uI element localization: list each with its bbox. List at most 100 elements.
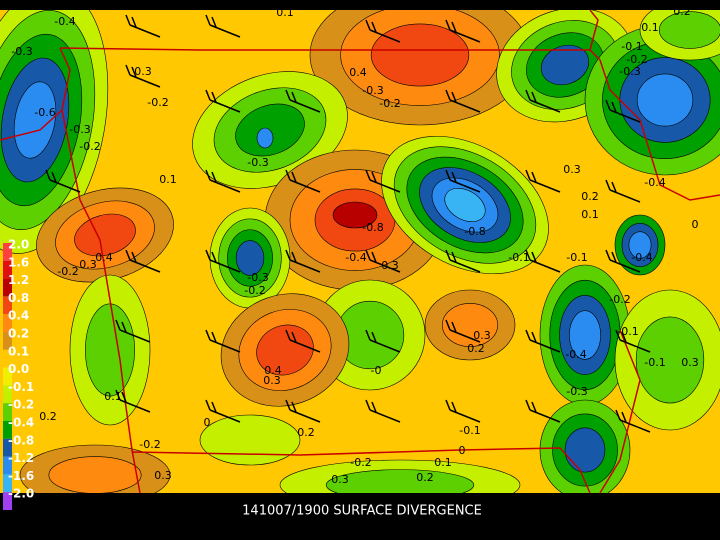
- wind-barb: [285, 89, 321, 113]
- wind-barb: [45, 169, 81, 193]
- contour-region: [199, 414, 301, 466]
- contour-label: 0.3: [681, 356, 699, 369]
- contour-region: [256, 127, 274, 149]
- contour-label: -0.2: [379, 97, 400, 110]
- colorbar-swatch: [3, 438, 12, 457]
- contour-label: -0.8: [464, 225, 485, 238]
- contour-label: 0.2: [39, 410, 57, 423]
- overlay: [0, 10, 720, 493]
- wind-barb: [605, 249, 641, 273]
- contour-region: [370, 23, 470, 87]
- contour-region: [235, 240, 265, 276]
- contour-label: 0.2: [673, 5, 691, 18]
- wind-barb: [525, 169, 561, 193]
- contour-label: 0.4: [349, 66, 367, 79]
- contour-label: 0.1: [159, 173, 177, 186]
- contour-label: -0: [371, 364, 382, 377]
- contour-label: 0.1: [641, 21, 659, 34]
- contour-label: 0.3: [79, 258, 97, 271]
- contour-label: 0.1: [104, 390, 122, 403]
- colorbar-label: 2.0: [8, 238, 29, 252]
- contour-region: [85, 303, 135, 397]
- wind-barb: [285, 399, 321, 423]
- contour-label: -0.1: [644, 356, 665, 369]
- contour-label: -0.4: [54, 15, 75, 28]
- wind-barb: [525, 329, 561, 353]
- contour-label: -0.4: [345, 251, 366, 264]
- contour-label: 0.2: [581, 190, 599, 203]
- contour-region: [636, 73, 694, 127]
- state-border: [59, 47, 141, 493]
- colorbar-label: 0.8: [8, 291, 29, 305]
- contour-label: 0.3: [263, 374, 281, 387]
- contour-label: -0.1: [566, 251, 587, 264]
- colorbar-swatch: [3, 332, 12, 350]
- wind-barb: [205, 249, 241, 273]
- contour-region: [48, 456, 142, 493]
- contour-region: [13, 81, 57, 159]
- wind-barb: [365, 399, 401, 423]
- contour-region: [444, 188, 486, 222]
- colorbar-label: 1.6: [8, 255, 29, 269]
- contour-label: -0.3: [566, 385, 587, 398]
- colorbar-label: 1.2: [8, 273, 29, 287]
- colorbar-label: 0.1: [8, 344, 29, 358]
- wind-barb: [285, 169, 321, 193]
- contour-region: [442, 303, 498, 347]
- wind-barb: [605, 179, 641, 203]
- colorbar-label: 0.4: [8, 309, 29, 323]
- colorbar-swatch: [3, 243, 12, 261]
- colorbar-label: -0.2: [8, 398, 34, 412]
- wind-barb: [205, 329, 241, 353]
- wind-barb: [445, 89, 481, 113]
- contour-label: -0.4: [631, 251, 652, 264]
- contour-label: 0.1: [276, 6, 294, 19]
- contour-label: 0: [204, 416, 211, 429]
- contour-label: 0.3: [154, 469, 172, 482]
- colorbar-label: -2.0: [8, 487, 34, 501]
- wind-barb: [125, 64, 161, 88]
- state-border: [131, 447, 591, 493]
- wind-barb: [115, 389, 151, 413]
- contour-label: -0.6: [34, 106, 55, 119]
- wind-barb: [445, 319, 481, 343]
- wind-barb: [445, 169, 481, 193]
- contour-region: [74, 213, 136, 257]
- contour-region: [540, 44, 590, 86]
- colorbar-label: -0.1: [8, 380, 34, 394]
- wind-barb: [125, 14, 161, 38]
- contour-region: [628, 231, 652, 259]
- colorbar-swatch: [3, 296, 12, 315]
- colorbar-swatch: [3, 367, 12, 386]
- wind-barb: [445, 19, 481, 43]
- contour-label: -0.2: [79, 140, 100, 153]
- contour-label: -0.4: [644, 176, 665, 189]
- contour-label: 0.1: [434, 456, 452, 469]
- wind-barb: [365, 249, 401, 273]
- colorbar-label: -0.8: [8, 433, 34, 447]
- contour-label: -0.2: [57, 265, 78, 278]
- wind-barb: [445, 399, 481, 423]
- map-title: 141007/1900 SURFACE DIVERGENCE: [242, 504, 482, 519]
- contour-label: -0.1: [459, 424, 480, 437]
- colorbar-swatch: [3, 456, 12, 475]
- contour-label: 0.3: [563, 163, 581, 176]
- colorbar-label: -0.4: [8, 416, 34, 430]
- contour-label: -0.1: [621, 40, 642, 53]
- contour-region: [569, 310, 601, 360]
- wind-barb: [205, 169, 241, 193]
- contour-label: -0.3: [247, 156, 268, 169]
- colorbar-swatch: [3, 349, 12, 368]
- contour-label: -0.2: [244, 284, 265, 297]
- colorbar-swatch: [3, 314, 12, 332]
- wind-barb: [285, 329, 321, 353]
- contour-label: -0.4: [565, 348, 586, 361]
- wind-barb: [205, 89, 241, 113]
- contour-region: [658, 11, 720, 49]
- contour-region: [256, 324, 314, 376]
- wind-barb: [605, 99, 641, 123]
- wind-barb: [615, 409, 651, 433]
- wind-barb: [525, 89, 561, 113]
- contour-fields: [0, 10, 720, 493]
